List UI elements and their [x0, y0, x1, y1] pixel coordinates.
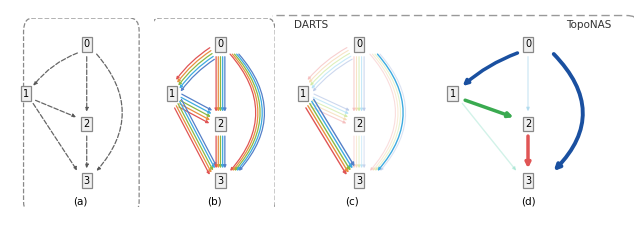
Text: 3: 3 — [356, 176, 362, 186]
Text: 0: 0 — [356, 39, 362, 50]
Text: (a): (a) — [73, 197, 87, 207]
FancyArrowPatch shape — [312, 104, 346, 120]
FancyArrowPatch shape — [465, 100, 510, 117]
FancyArrowPatch shape — [363, 136, 365, 167]
FancyArrowPatch shape — [180, 101, 214, 167]
FancyArrowPatch shape — [180, 56, 213, 88]
Text: 3: 3 — [84, 176, 90, 186]
FancyArrowPatch shape — [224, 136, 226, 167]
FancyArrowPatch shape — [97, 54, 122, 170]
FancyArrowPatch shape — [217, 57, 220, 110]
FancyArrowPatch shape — [314, 99, 354, 165]
FancyArrowPatch shape — [234, 54, 260, 170]
Text: DARTS: DARTS — [294, 20, 328, 29]
FancyArrowPatch shape — [306, 108, 346, 173]
FancyArrowPatch shape — [370, 54, 396, 170]
FancyArrowPatch shape — [375, 54, 401, 170]
FancyArrowPatch shape — [221, 136, 224, 167]
FancyArrowPatch shape — [527, 57, 529, 110]
FancyArrowPatch shape — [380, 54, 406, 170]
FancyArrowPatch shape — [308, 47, 347, 79]
FancyArrowPatch shape — [178, 104, 212, 169]
FancyArrowPatch shape — [239, 54, 264, 170]
FancyArrowPatch shape — [181, 97, 210, 113]
FancyArrowPatch shape — [179, 54, 212, 85]
FancyArrowPatch shape — [372, 54, 398, 170]
Text: 1: 1 — [23, 89, 29, 99]
Text: 0: 0 — [218, 39, 223, 50]
FancyArrowPatch shape — [85, 136, 88, 167]
FancyArrowPatch shape — [178, 51, 211, 82]
FancyArrowPatch shape — [232, 54, 258, 170]
FancyArrowPatch shape — [237, 54, 262, 170]
FancyArrowPatch shape — [314, 94, 349, 110]
FancyArrowPatch shape — [462, 103, 515, 170]
Text: 2: 2 — [356, 119, 362, 129]
Text: 2: 2 — [84, 119, 90, 129]
FancyArrowPatch shape — [180, 104, 209, 119]
FancyArrowPatch shape — [308, 106, 348, 171]
FancyArrowPatch shape — [360, 136, 363, 167]
FancyArrowPatch shape — [220, 136, 221, 167]
FancyArrowPatch shape — [312, 101, 352, 167]
FancyArrowPatch shape — [179, 107, 208, 123]
FancyArrowPatch shape — [221, 57, 224, 110]
FancyArrowPatch shape — [360, 57, 363, 110]
FancyArrowPatch shape — [224, 57, 226, 110]
FancyArrowPatch shape — [176, 106, 211, 171]
FancyArrowPatch shape — [378, 54, 403, 170]
FancyArrowPatch shape — [465, 53, 518, 83]
Text: 1: 1 — [169, 89, 175, 99]
FancyArrowPatch shape — [180, 101, 209, 116]
Text: (d): (d) — [521, 197, 535, 207]
Text: TopoNAS: TopoNAS — [566, 20, 612, 29]
FancyArrowPatch shape — [215, 57, 217, 110]
FancyArrowPatch shape — [312, 56, 351, 88]
FancyArrowPatch shape — [34, 53, 77, 85]
FancyArrowPatch shape — [312, 100, 347, 117]
FancyArrowPatch shape — [355, 136, 358, 167]
FancyArrowPatch shape — [230, 54, 256, 170]
Text: 0: 0 — [84, 39, 90, 50]
FancyArrowPatch shape — [353, 57, 355, 110]
Text: 2: 2 — [218, 119, 223, 129]
FancyArrowPatch shape — [85, 57, 88, 110]
FancyArrowPatch shape — [181, 59, 214, 90]
FancyArrowPatch shape — [310, 107, 346, 123]
FancyArrowPatch shape — [36, 100, 75, 117]
FancyArrowPatch shape — [177, 48, 210, 79]
Text: 3: 3 — [218, 176, 223, 186]
FancyArrowPatch shape — [526, 136, 530, 164]
FancyArrowPatch shape — [310, 50, 348, 82]
Text: 1: 1 — [300, 89, 306, 99]
Text: (b): (b) — [207, 197, 221, 207]
FancyArrowPatch shape — [220, 57, 221, 110]
Text: 0: 0 — [525, 39, 531, 50]
FancyArrowPatch shape — [175, 108, 209, 173]
Text: 3: 3 — [525, 176, 531, 186]
FancyArrowPatch shape — [311, 53, 349, 85]
FancyArrowPatch shape — [358, 136, 360, 167]
FancyArrowPatch shape — [217, 136, 220, 167]
Text: 2: 2 — [525, 119, 531, 129]
FancyArrowPatch shape — [182, 94, 211, 110]
FancyArrowPatch shape — [358, 57, 360, 110]
FancyArrowPatch shape — [33, 104, 76, 169]
Text: 1: 1 — [449, 89, 456, 99]
FancyArrowPatch shape — [554, 54, 583, 168]
Text: (c): (c) — [345, 197, 359, 207]
FancyArrowPatch shape — [313, 97, 348, 113]
FancyArrowPatch shape — [314, 59, 352, 91]
FancyArrowPatch shape — [215, 136, 217, 167]
FancyArrowPatch shape — [355, 57, 358, 110]
FancyArrowPatch shape — [310, 104, 349, 169]
FancyArrowPatch shape — [363, 57, 365, 110]
FancyArrowPatch shape — [181, 99, 216, 165]
FancyArrowPatch shape — [353, 136, 355, 167]
